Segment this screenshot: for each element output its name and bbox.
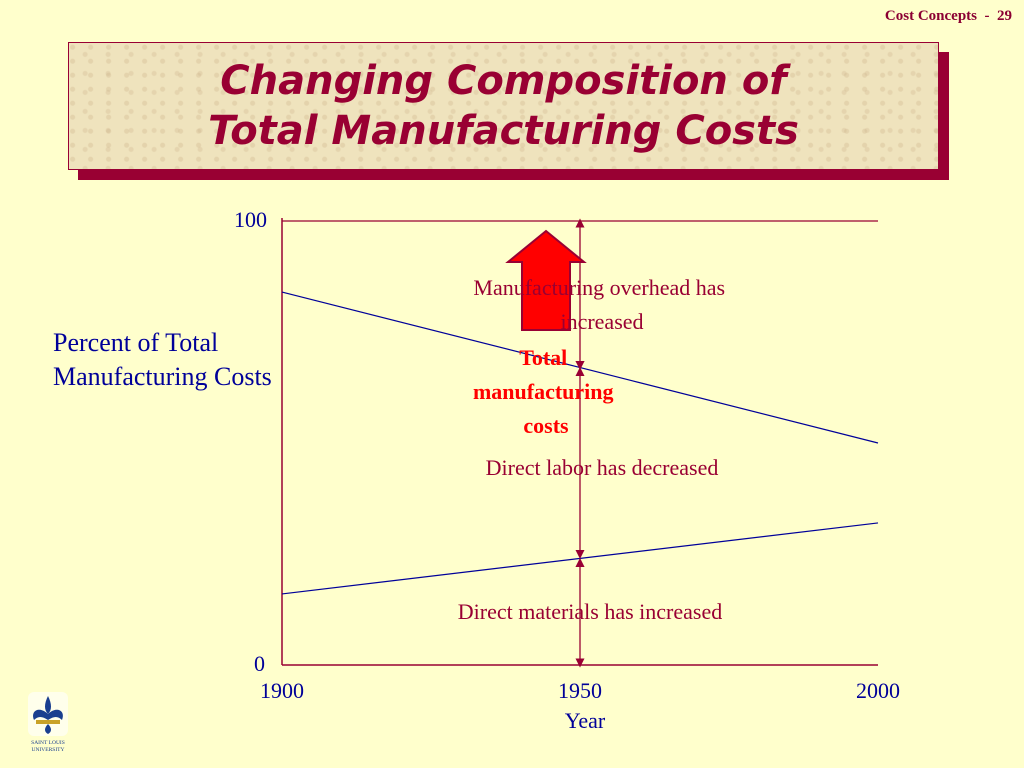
x-axis-label: Year <box>564 708 606 733</box>
y-axis-label: Percent of Total Manufacturing Costs <box>53 328 272 391</box>
y-tick-label-0: 0 <box>254 651 265 676</box>
title-box: Changing Composition of Total Manufactur… <box>68 42 939 170</box>
x-tick-label-1900: 1900 <box>260 678 304 703</box>
svg-text:UNIVERSITY: UNIVERSITY <box>32 747 65 753</box>
up-arrow-icon <box>505 229 587 331</box>
overhead-annotation: Manufacturing overhead has increased <box>473 275 730 334</box>
labor-annotation: Direct labor has decreased <box>486 455 719 480</box>
svg-text:SAINT LOUIS: SAINT LOUIS <box>31 740 65 746</box>
title-line-2: Total Manufacturing Costs <box>208 108 799 154</box>
x-tick-label-2000: 2000 <box>856 678 900 703</box>
y-tick-label-100: 100 <box>234 207 267 232</box>
title-line-1: Changing Composition of <box>220 58 787 104</box>
materials-annotation: Direct materials has increased <box>458 599 722 624</box>
total-costs-annotation: Total manufacturing costs <box>473 345 619 438</box>
saint-louis-university-logo: SAINT LOUIS UNIVERSITY <box>28 692 68 753</box>
slide-number-label: Cost Concepts - 29 <box>884 8 1012 24</box>
x-tick-label-1950: 1950 <box>558 678 602 703</box>
